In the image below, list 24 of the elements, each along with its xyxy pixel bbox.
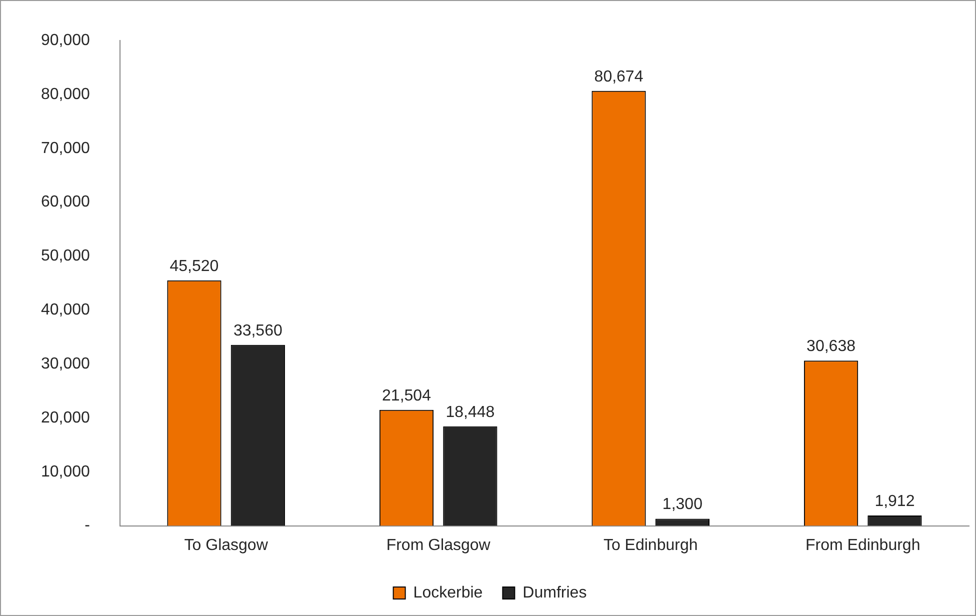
y-tick-label: 20,000	[41, 409, 90, 426]
legend-label: Lockerbie	[413, 584, 483, 602]
y-tick-label: 30,000	[41, 355, 90, 372]
data-label: 30,638	[806, 338, 856, 356]
y-tick-label: 40,000	[41, 302, 90, 319]
y-tick-label: 50,000	[41, 248, 90, 265]
legend-label: Dumfries	[522, 584, 587, 602]
x-tick-label: To Edinburgh	[603, 536, 698, 554]
data-label: 33,560	[233, 322, 282, 340]
data-label: 1,300	[662, 496, 703, 514]
x-tick-label: From Edinburgh	[806, 536, 920, 554]
y-tick-label: 90,000	[41, 32, 90, 50]
y-tick-label: 60,000	[41, 194, 90, 211]
y-tick-label: 10,000	[41, 463, 90, 480]
x-tick-label: From Glasgow	[386, 536, 491, 554]
y-tick-label: 70,000	[41, 140, 90, 157]
y-tick-label: 80,000	[41, 86, 90, 103]
y-tick-label: -	[84, 517, 90, 534]
data-label: 18,448	[446, 404, 495, 421]
data-label: 80,674	[594, 68, 644, 86]
data-label: 21,504	[382, 387, 432, 404]
x-tick-label: To Glasgow	[184, 536, 268, 554]
data-label: 45,520	[170, 258, 219, 275]
data-label: 1,912	[874, 492, 915, 510]
